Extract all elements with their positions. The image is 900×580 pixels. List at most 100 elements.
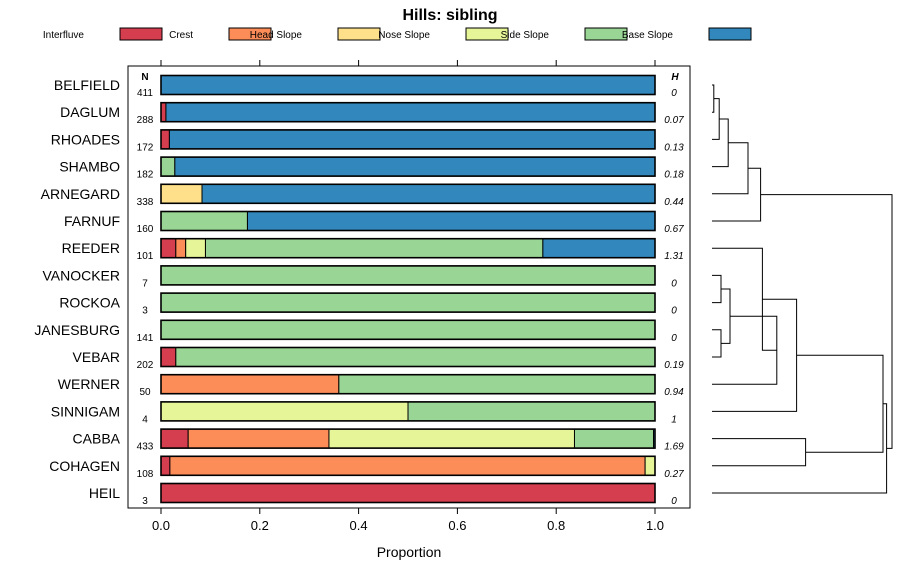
bar-segment bbox=[160, 75, 656, 95]
h-value: 0.18 bbox=[664, 170, 684, 181]
n-value: 288 bbox=[137, 115, 154, 126]
row-label: ROCKOA bbox=[59, 295, 120, 311]
n-value: 3 bbox=[142, 496, 148, 507]
n-value: 101 bbox=[137, 251, 154, 262]
bar-segment bbox=[160, 183, 203, 204]
bar-segment bbox=[160, 156, 176, 177]
n-value: 160 bbox=[137, 224, 154, 235]
bar-segment bbox=[169, 455, 646, 476]
legend-swatch bbox=[337, 27, 381, 41]
h-value: 0 bbox=[671, 496, 677, 507]
bar-segment bbox=[407, 401, 656, 422]
dendrogram-branch bbox=[712, 118, 729, 168]
bar-segment bbox=[542, 238, 656, 259]
dendrogram-branch bbox=[712, 98, 720, 140]
bar-segment bbox=[185, 238, 206, 259]
row-label: ARNEGARD bbox=[41, 186, 120, 202]
bar-outline bbox=[160, 237, 656, 259]
row-label: SHAMBO bbox=[59, 159, 120, 175]
h-value: 0.44 bbox=[664, 197, 684, 208]
h-value: 0.94 bbox=[664, 387, 684, 398]
bar-outline bbox=[160, 346, 656, 368]
bar-outline bbox=[160, 292, 656, 313]
row-label: REEDER bbox=[62, 240, 120, 256]
bar-segment bbox=[160, 374, 340, 395]
bar-outline bbox=[160, 455, 656, 477]
n-value: 4 bbox=[142, 414, 148, 425]
bar-outline bbox=[160, 265, 656, 286]
bar-segment bbox=[175, 238, 187, 259]
n-header: N bbox=[141, 72, 148, 83]
bar-segment bbox=[160, 265, 656, 286]
h-value: 0.67 bbox=[664, 224, 684, 235]
bar-outline bbox=[160, 129, 656, 150]
dendrogram-branch bbox=[712, 167, 762, 222]
bar-outline bbox=[160, 373, 656, 395]
row-label: RHOADES bbox=[51, 131, 120, 147]
bar-outline bbox=[160, 428, 656, 449]
plot-frame bbox=[127, 65, 691, 509]
legend-swatch bbox=[708, 27, 752, 41]
dendrogram-branch bbox=[712, 329, 722, 358]
x-tick-label: 0.0 bbox=[152, 518, 170, 533]
bar-segment bbox=[160, 211, 248, 231]
x-axis-label: Proportion bbox=[377, 544, 442, 560]
bars bbox=[160, 74, 656, 504]
bar-segment bbox=[165, 102, 656, 123]
chart-title: Hills: sibling bbox=[402, 7, 497, 24]
bar-segment bbox=[174, 156, 656, 177]
dendrogram-branch bbox=[712, 438, 807, 467]
n-value: 50 bbox=[139, 387, 151, 398]
row-label: JANESBURG bbox=[34, 322, 120, 338]
dendrogram-branch bbox=[712, 142, 749, 195]
legend-label: Head Slope bbox=[250, 30, 303, 41]
n-value: 202 bbox=[137, 360, 154, 371]
bar-segment bbox=[160, 428, 189, 449]
h-value: 0 bbox=[671, 88, 677, 99]
bar-outline bbox=[160, 183, 656, 205]
n-value: 182 bbox=[137, 170, 154, 181]
bar-segment bbox=[175, 347, 656, 367]
x-tick-label: 0.8 bbox=[547, 518, 565, 533]
legend-label: Interfluve bbox=[43, 30, 85, 41]
h-value: 0 bbox=[671, 278, 677, 289]
bar-segment bbox=[160, 238, 177, 259]
dendrogram-branch bbox=[796, 354, 884, 453]
bar-outline bbox=[160, 319, 656, 341]
bar-segment bbox=[160, 455, 171, 476]
row-label: VEBAR bbox=[73, 349, 120, 365]
n-value: 172 bbox=[137, 142, 154, 153]
dendrogram-branch bbox=[760, 194, 893, 449]
row-label: VANOCKER bbox=[42, 267, 120, 283]
h-value: 1.69 bbox=[664, 442, 684, 453]
legend-swatch bbox=[119, 27, 163, 41]
bar-segment bbox=[160, 292, 656, 313]
h-value: 1.31 bbox=[664, 251, 683, 262]
row-label: DAGLUM bbox=[60, 104, 120, 120]
bar-segment bbox=[160, 129, 170, 150]
bar-segment bbox=[644, 455, 656, 476]
bar-segment bbox=[160, 319, 656, 340]
bar-outline bbox=[160, 74, 656, 96]
h-value: 0 bbox=[671, 306, 677, 317]
dendrogram bbox=[712, 84, 893, 494]
h-value: 0.19 bbox=[664, 360, 684, 371]
n-value: 108 bbox=[137, 469, 154, 480]
bar-segment bbox=[204, 238, 544, 259]
bar-segment bbox=[573, 428, 655, 449]
h-value: 1 bbox=[671, 414, 677, 425]
legend-label: Nose Slope bbox=[378, 30, 430, 41]
h-value: 0.27 bbox=[664, 469, 684, 480]
n-value: 338 bbox=[137, 197, 154, 208]
bar-outline bbox=[160, 156, 656, 177]
row-label: SINNIGAM bbox=[51, 403, 120, 419]
row-label: HEIL bbox=[89, 485, 120, 501]
bar-segment bbox=[168, 129, 656, 150]
row-label: CABBA bbox=[73, 431, 121, 447]
legend-label: Side Slope bbox=[501, 30, 550, 41]
row-label: FARNUF bbox=[64, 213, 120, 229]
row-labels: BELFIELD 411 0 DAGLUM 288 0.07 RHOADES 172 0.13 S… bbox=[34, 77, 684, 507]
x-tick-label: 0.4 bbox=[350, 518, 368, 533]
x-axis: 0.0 0.2 0.4 0.6 0.8 1.0 bbox=[152, 60, 664, 533]
